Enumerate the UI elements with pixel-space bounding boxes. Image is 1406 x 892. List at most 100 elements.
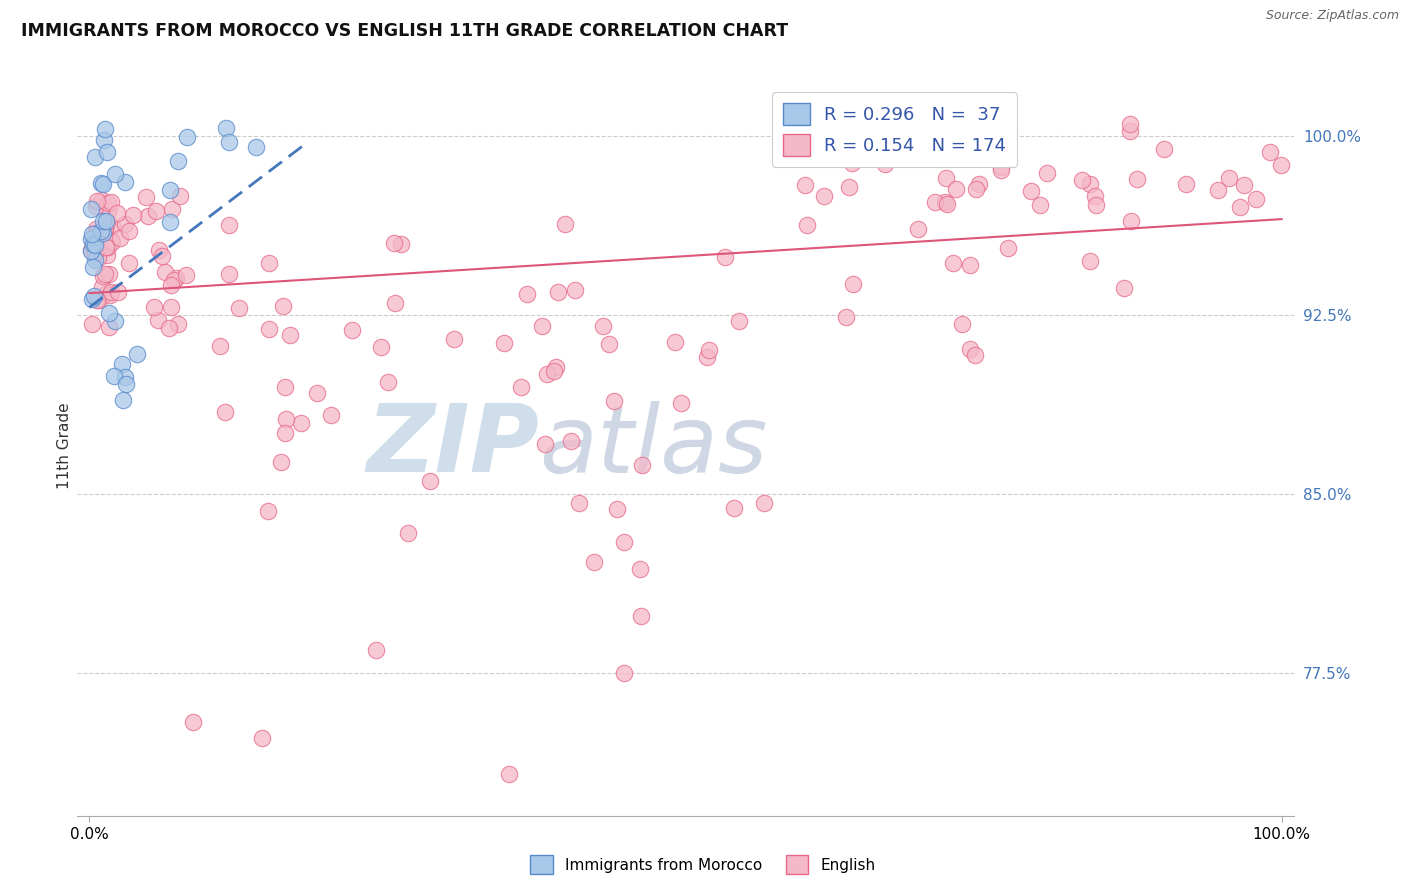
Point bbox=[98, 267, 121, 281]
Point bbox=[105, 205, 128, 219]
Point bbox=[82, 227, 104, 242]
Point bbox=[598, 337, 620, 351]
Point bbox=[80, 244, 103, 258]
Point bbox=[84, 237, 107, 252]
Point bbox=[1035, 166, 1057, 180]
Point bbox=[959, 258, 981, 272]
Point bbox=[924, 194, 946, 209]
Point bbox=[307, 386, 329, 401]
Point bbox=[543, 363, 565, 377]
Point bbox=[606, 501, 628, 516]
Point bbox=[1258, 145, 1281, 159]
Point bbox=[101, 219, 124, 234]
Point bbox=[162, 273, 184, 287]
Point bbox=[98, 319, 121, 334]
Point bbox=[87, 251, 110, 265]
Point bbox=[796, 219, 818, 233]
Point bbox=[84, 150, 107, 164]
Point bbox=[1078, 254, 1101, 268]
Point bbox=[94, 267, 117, 281]
Point bbox=[1229, 200, 1251, 214]
Point bbox=[1070, 172, 1092, 186]
Point bbox=[94, 121, 117, 136]
Point bbox=[80, 317, 103, 331]
Point bbox=[723, 501, 745, 516]
Point bbox=[100, 194, 122, 209]
Point bbox=[290, 416, 312, 430]
Point bbox=[91, 213, 114, 227]
Point bbox=[276, 412, 298, 426]
Text: atlas: atlas bbox=[540, 401, 768, 491]
Point bbox=[613, 665, 636, 680]
Point bbox=[90, 226, 112, 240]
Point bbox=[965, 348, 987, 362]
Point bbox=[965, 182, 987, 196]
Point bbox=[94, 222, 117, 236]
Point bbox=[169, 189, 191, 203]
Point bbox=[1119, 124, 1142, 138]
Point bbox=[592, 318, 614, 333]
Point bbox=[96, 286, 118, 301]
Point bbox=[969, 177, 991, 191]
Point bbox=[160, 300, 183, 314]
Point bbox=[157, 321, 180, 335]
Point bbox=[83, 252, 105, 267]
Point bbox=[150, 249, 173, 263]
Point bbox=[838, 179, 860, 194]
Point bbox=[274, 426, 297, 441]
Point bbox=[107, 285, 129, 299]
Point bbox=[153, 265, 176, 279]
Point bbox=[841, 277, 863, 291]
Point bbox=[990, 160, 1012, 174]
Point bbox=[80, 244, 103, 258]
Point bbox=[166, 154, 188, 169]
Point bbox=[79, 202, 101, 216]
Point bbox=[215, 120, 238, 135]
Point bbox=[84, 226, 107, 240]
Point bbox=[498, 767, 520, 781]
Point bbox=[101, 235, 124, 249]
Point bbox=[104, 167, 127, 181]
Point bbox=[174, 268, 197, 282]
Point bbox=[86, 194, 108, 208]
Point bbox=[510, 380, 533, 394]
Point bbox=[950, 144, 973, 158]
Point bbox=[256, 504, 278, 518]
Point bbox=[1119, 214, 1142, 228]
Point bbox=[93, 133, 115, 147]
Point bbox=[86, 293, 108, 307]
Point bbox=[91, 226, 114, 240]
Point bbox=[754, 495, 776, 509]
Point bbox=[934, 194, 956, 209]
Point bbox=[94, 240, 117, 254]
Point bbox=[534, 437, 557, 451]
Point bbox=[90, 280, 112, 294]
Point bbox=[990, 163, 1012, 178]
Point bbox=[257, 255, 280, 269]
Point bbox=[907, 222, 929, 236]
Point bbox=[114, 217, 136, 231]
Point bbox=[118, 256, 141, 270]
Point bbox=[950, 318, 973, 332]
Point bbox=[875, 156, 897, 170]
Point bbox=[118, 223, 141, 237]
Point bbox=[1126, 172, 1149, 186]
Point bbox=[97, 240, 120, 254]
Point bbox=[531, 318, 554, 333]
Point bbox=[83, 289, 105, 303]
Point bbox=[84, 199, 107, 213]
Point bbox=[564, 283, 586, 297]
Point bbox=[84, 221, 107, 235]
Point bbox=[936, 196, 959, 211]
Text: IMMIGRANTS FROM MOROCCO VS ENGLISH 11TH GRADE CORRELATION CHART: IMMIGRANTS FROM MOROCCO VS ENGLISH 11TH … bbox=[21, 22, 789, 40]
Point bbox=[146, 312, 169, 326]
Point bbox=[1112, 281, 1135, 295]
Point bbox=[273, 379, 295, 393]
Point bbox=[98, 288, 121, 302]
Point bbox=[97, 203, 120, 218]
Point bbox=[696, 350, 718, 364]
Point bbox=[80, 292, 103, 306]
Point bbox=[160, 278, 183, 293]
Point bbox=[813, 189, 835, 203]
Point bbox=[492, 336, 515, 351]
